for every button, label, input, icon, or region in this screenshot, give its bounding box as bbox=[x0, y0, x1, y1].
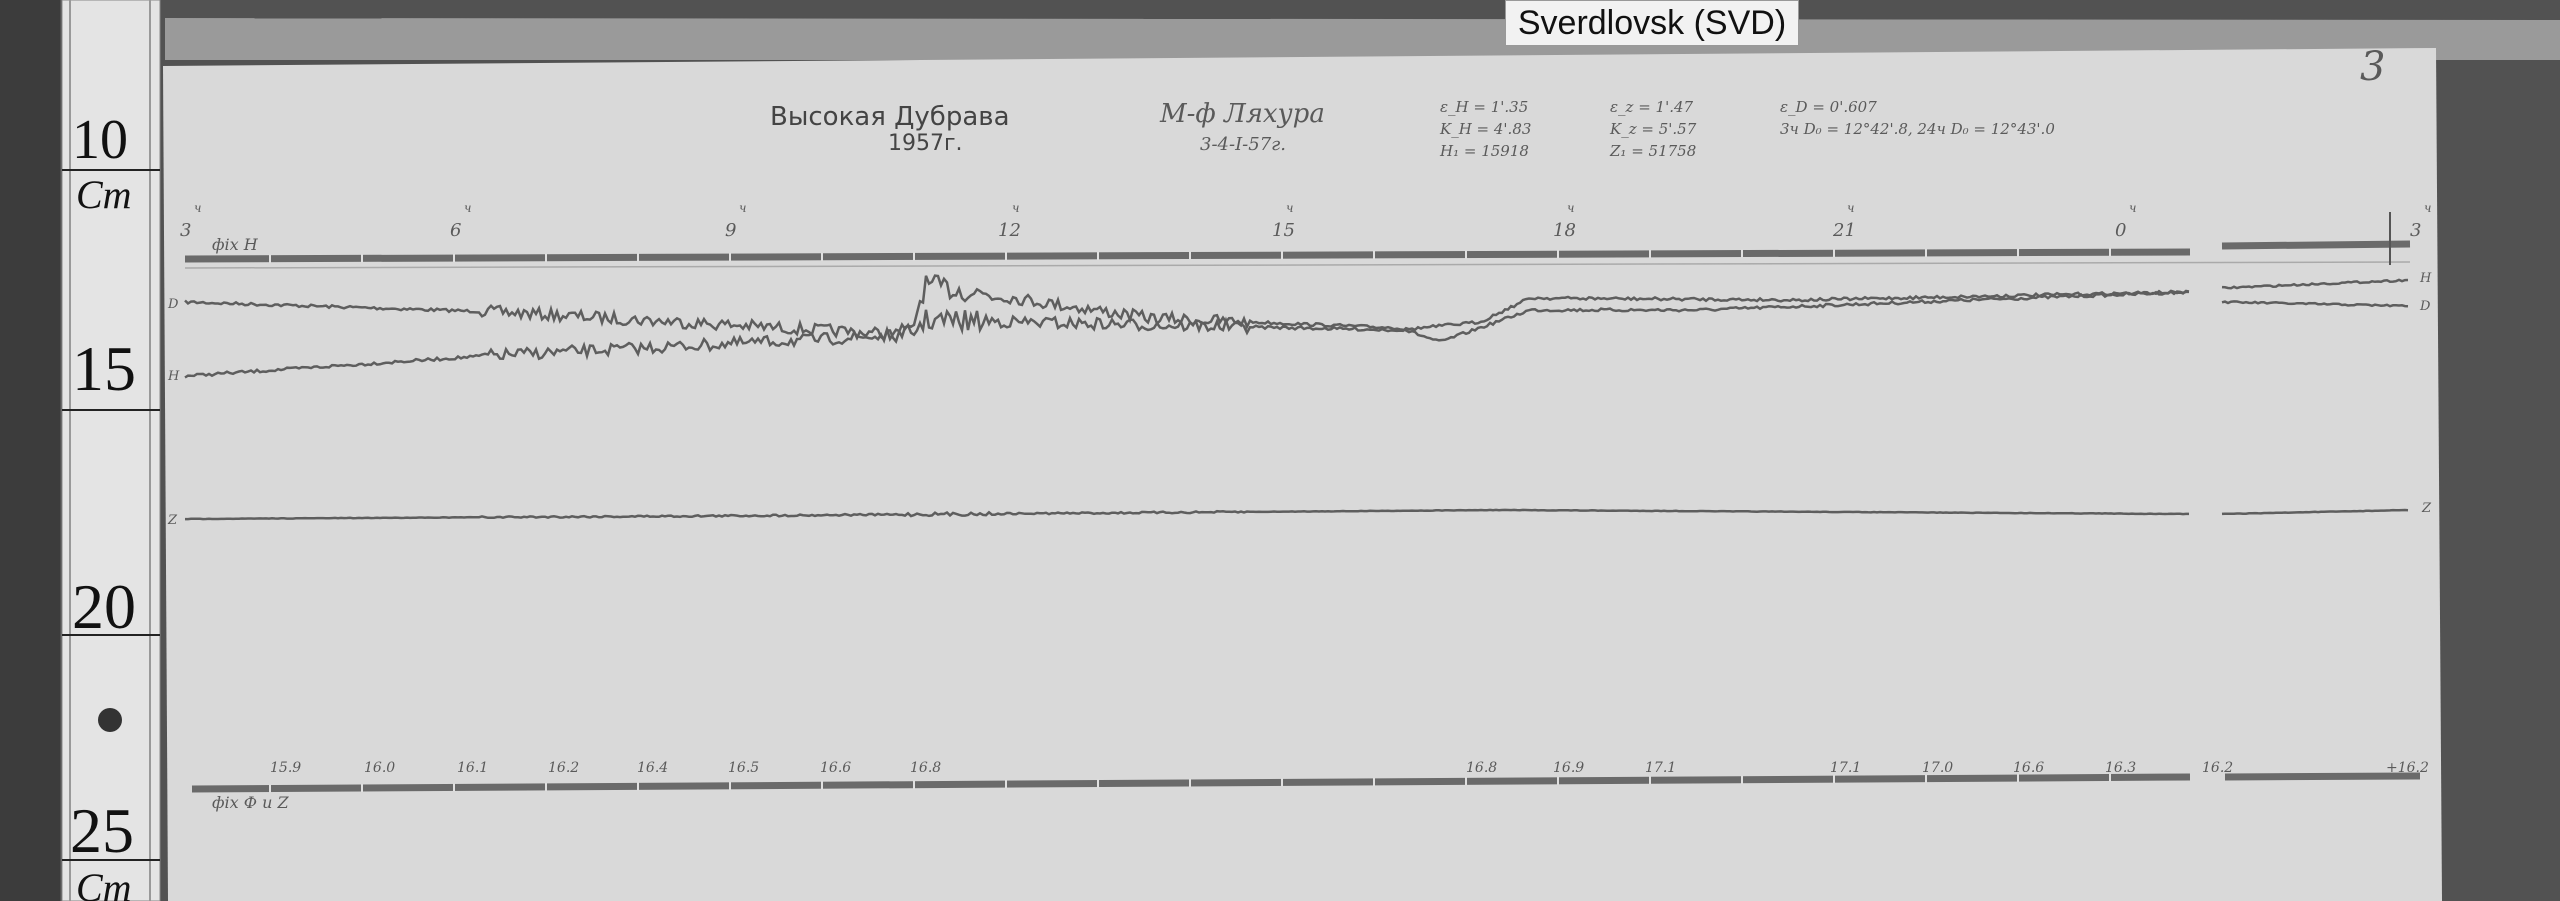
hour-mark: 3 bbox=[180, 220, 191, 241]
calibration-constant: K_z = 5'.57 bbox=[1609, 120, 1697, 138]
calibration-constant: K_H = 4'.83 bbox=[1439, 120, 1531, 138]
hour-suffix: ч bbox=[2424, 201, 2431, 215]
ruler-hole bbox=[98, 708, 122, 732]
hour-mark: 12 bbox=[998, 220, 1021, 241]
hour-mark: 6 bbox=[450, 220, 461, 241]
trace-label-h: H bbox=[167, 369, 180, 384]
station-name: Высокая Дубрава bbox=[770, 102, 1010, 132]
temperature-mark: 16.2 bbox=[2202, 760, 2233, 776]
temperature-mark: 16.4 bbox=[637, 760, 668, 776]
trace-label-d-right: D bbox=[2419, 299, 2431, 314]
temperature-mark: 16.1 bbox=[457, 760, 488, 776]
record-dates: 3-4-I-57г. bbox=[1200, 134, 1286, 155]
ruler-mark-20: 20 bbox=[72, 571, 136, 642]
temperature-mark: 16.9 bbox=[1553, 760, 1584, 776]
hour-suffix: ч bbox=[1286, 201, 1293, 215]
trace-label-z: Z bbox=[167, 513, 178, 528]
hour-suffix: ч bbox=[2129, 201, 2136, 215]
hour-mark: 3 bbox=[2410, 220, 2421, 241]
calibration-constant: ε_z = 1'.47 bbox=[1610, 98, 1694, 116]
temperature-mark: 16.6 bbox=[820, 760, 851, 776]
trace-h bbox=[184, 289, 2190, 379]
trace-z bbox=[185, 508, 2189, 521]
hour-mark: 9 bbox=[725, 220, 736, 241]
temperature-mark: 16.6 bbox=[2013, 760, 2044, 776]
time-baseline-right bbox=[2221, 240, 2411, 250]
temperature-mark: 15.9 bbox=[270, 760, 301, 776]
temperature-mark: +16.2 bbox=[2386, 760, 2429, 776]
trace-h-right bbox=[2221, 278, 2409, 290]
hour-suffix: ч bbox=[1847, 201, 1854, 215]
calibration-constant: ε_D = 0'.607 bbox=[1780, 98, 1877, 116]
top-paper-edge bbox=[165, 18, 2560, 60]
hour-mark: 18 bbox=[1553, 220, 1576, 241]
ruler-mark-10: 10 bbox=[72, 109, 128, 171]
calibration-constant: Z₁ = 51758 bbox=[1609, 142, 1696, 160]
temperature-mark: 16.2 bbox=[548, 760, 579, 776]
ruler-mark-25: 25 bbox=[70, 795, 134, 866]
year: 1957г. bbox=[888, 131, 963, 156]
temperature-mark: 16.8 bbox=[1466, 760, 1497, 776]
trace-d-right bbox=[2221, 300, 2409, 308]
hour-mark: 21 bbox=[1832, 220, 1856, 241]
hour-suffix: ч bbox=[464, 201, 471, 215]
hour-suffix: ч bbox=[1012, 201, 1019, 215]
temperature-mark: 17.0 bbox=[1922, 760, 1953, 776]
baseline-h-label: фix H bbox=[212, 235, 259, 254]
hour-suffix: ч bbox=[1567, 201, 1574, 215]
calibration-constant: ε_H = 1'.35 bbox=[1440, 98, 1528, 116]
trace-z-right bbox=[2221, 508, 2409, 516]
trace-label-h-right: H bbox=[2419, 271, 2432, 286]
guide-line bbox=[184, 261, 2411, 269]
calibration-constant: H₁ = 15918 bbox=[1439, 142, 1529, 160]
ruler-unit: Cm bbox=[76, 172, 132, 217]
wood-shadow bbox=[0, 0, 60, 901]
trace-d bbox=[184, 274, 2189, 342]
time-baseline bbox=[184, 248, 2191, 263]
temperature-mark: 16.0 bbox=[364, 760, 395, 776]
hour-mark: 0 bbox=[2115, 220, 2126, 241]
temperature-mark: 16.5 bbox=[728, 760, 759, 776]
hour-mark: 15 bbox=[1272, 220, 1295, 241]
page-number: 3 bbox=[2360, 44, 2385, 90]
trace-label-d: D bbox=[167, 297, 179, 312]
ruler-mark-15: 15 bbox=[72, 333, 136, 404]
magnetograph-name: М-ф Ляхура bbox=[1159, 99, 1325, 129]
ruler bbox=[61, 0, 161, 901]
trace-label-z-right: Z bbox=[2421, 501, 2432, 516]
station-tag: Sverdlovsk (SVD) bbox=[1505, 0, 1799, 46]
hour-suffix: ч bbox=[739, 201, 746, 215]
ruler-unit-bottom: Cm bbox=[76, 865, 132, 901]
temperature-mark: 17.1 bbox=[1830, 760, 1861, 776]
magnetogram-paper bbox=[163, 48, 2442, 901]
baseline-dz-label: фix Ф и Z bbox=[212, 793, 290, 812]
temperature-mark: 16.8 bbox=[910, 760, 941, 776]
df-z-baseline-right bbox=[2224, 772, 2421, 781]
hour-suffix: ч bbox=[194, 201, 201, 215]
temperature-mark: 17.1 bbox=[1645, 760, 1676, 776]
temperature-mark: 16.3 bbox=[2105, 760, 2136, 776]
calibration-constant: 3ч D₀ = 12°42'.8, 24ч D₀ = 12°43'.0 bbox=[1780, 120, 2055, 138]
